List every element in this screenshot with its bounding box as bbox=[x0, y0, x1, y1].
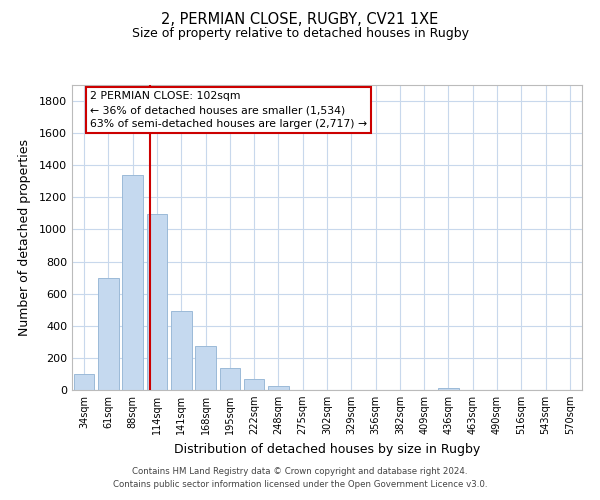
Text: Size of property relative to detached houses in Rugby: Size of property relative to detached ho… bbox=[131, 28, 469, 40]
Bar bbox=[171, 310, 191, 390]
Bar bbox=[244, 379, 265, 390]
Text: Contains HM Land Registry data © Crown copyright and database right 2024.
Contai: Contains HM Land Registry data © Crown c… bbox=[113, 468, 487, 489]
Bar bbox=[195, 346, 216, 390]
Bar bbox=[74, 374, 94, 390]
Bar bbox=[122, 175, 143, 390]
Text: 2, PERMIAN CLOSE, RUGBY, CV21 1XE: 2, PERMIAN CLOSE, RUGBY, CV21 1XE bbox=[161, 12, 439, 28]
Bar bbox=[146, 214, 167, 390]
Bar bbox=[220, 368, 240, 390]
Bar bbox=[98, 278, 119, 390]
Bar bbox=[268, 386, 289, 390]
Text: 2 PERMIAN CLOSE: 102sqm
← 36% of detached houses are smaller (1,534)
63% of semi: 2 PERMIAN CLOSE: 102sqm ← 36% of detache… bbox=[90, 91, 367, 129]
Y-axis label: Number of detached properties: Number of detached properties bbox=[17, 139, 31, 336]
Bar bbox=[438, 388, 459, 390]
X-axis label: Distribution of detached houses by size in Rugby: Distribution of detached houses by size … bbox=[174, 442, 480, 456]
